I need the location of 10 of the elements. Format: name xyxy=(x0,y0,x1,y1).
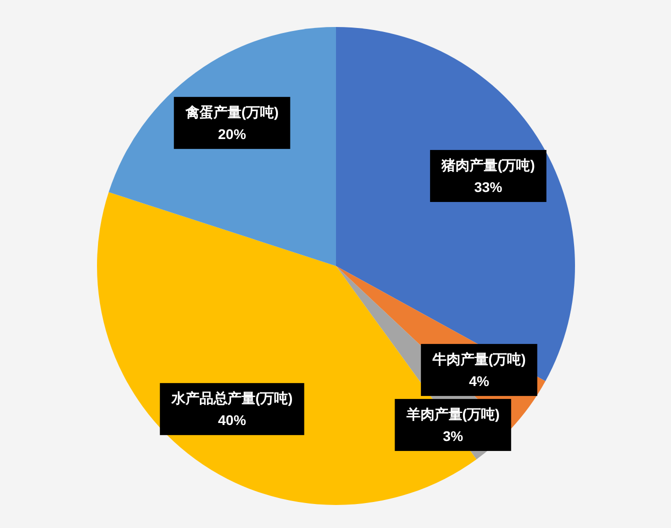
data-label: 20% xyxy=(218,126,247,142)
slice-label: 牛肉产量(万吨) xyxy=(431,350,526,367)
data-label: 3% xyxy=(442,428,464,444)
data-label: 40% xyxy=(218,412,247,428)
data-label: 33% xyxy=(474,178,503,195)
slice-label: 禽蛋产量(万吨) xyxy=(184,104,279,120)
slice-label: 水产品总产量(万吨) xyxy=(170,390,293,406)
slice-label: 羊肉产量(万吨) xyxy=(405,406,500,422)
slice-label: 猪肉产量(万吨) xyxy=(440,156,535,173)
data-label: 4% xyxy=(468,372,490,389)
